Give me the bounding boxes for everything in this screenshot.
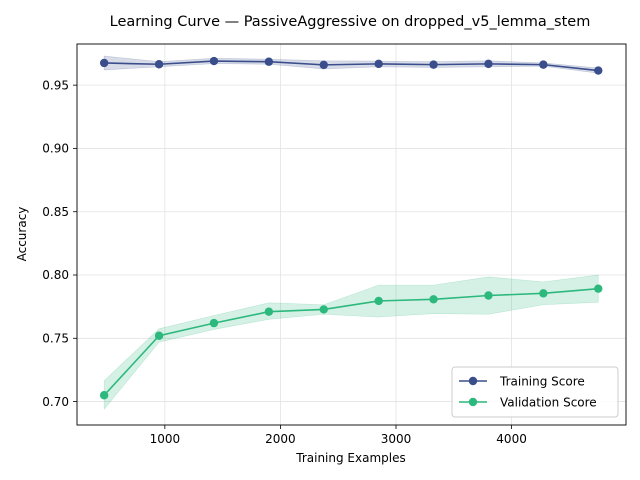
validation-score-line (103, 287, 599, 396)
series-lines (103, 60, 599, 396)
y-axis-ticks: 0.70 0.75 0.80 0.85 0.90 0.95 (42, 78, 77, 409)
grid-lines (77, 44, 626, 425)
training-score-point (374, 59, 383, 69)
confidence-bands (103, 55, 599, 411)
x-axis-label: Training Examples (295, 451, 405, 465)
y-tick-label: 0.70 (42, 395, 69, 409)
legend-label: Validation Score (500, 395, 597, 409)
validation-score-point (594, 284, 603, 293)
legend-label: Training Score (499, 374, 585, 388)
validation-score-point (429, 295, 438, 304)
legend-marker (468, 397, 478, 407)
training-score-point (594, 66, 603, 75)
x-tick-label: 2000 (265, 432, 296, 446)
training-score-point (319, 60, 328, 70)
validation-score-point (374, 296, 383, 306)
validation-score-point (319, 305, 328, 314)
y-tick-label: 0.85 (42, 205, 69, 219)
validation-score-point (99, 391, 109, 400)
validation-score-point (484, 291, 493, 300)
chart-title: Learning Curve — PassiveAggressive on dr… (110, 14, 591, 30)
x-tick-label: 4000 (496, 432, 527, 446)
validation-score-point (154, 331, 164, 340)
training-score-point (99, 58, 109, 68)
training-score-point (429, 60, 438, 69)
validation-score-point (539, 289, 548, 298)
y-tick-label: 0.95 (42, 78, 69, 92)
training-score-point (484, 59, 493, 69)
plot-frame (76, 43, 627, 426)
y-tick-label: 0.75 (42, 331, 69, 345)
legend-marker (468, 376, 478, 386)
validation-score-point (264, 307, 274, 316)
training-score-point (154, 60, 164, 69)
x-tick-label: 3000 (381, 432, 412, 446)
legend-item-training-score: Training Score (459, 374, 585, 388)
x-tick-label: 1000 (150, 432, 181, 446)
y-axis-label: Accuracy (15, 207, 29, 262)
validation-score-point (209, 318, 219, 328)
y-tick-label: 0.90 (42, 142, 69, 156)
training-score-line (104, 60, 599, 72)
y-tick-label: 0.80 (42, 268, 69, 282)
training-score-point (209, 56, 219, 66)
training-score-point (264, 57, 274, 66)
legend-item-validation-score: Validation Score (459, 395, 597, 409)
training-score-point (539, 60, 548, 69)
legend-box (451, 366, 619, 418)
x-axis-ticks: 1000 2000 3000 4000 (150, 425, 527, 446)
validation-score-band (103, 274, 599, 411)
legend: Training Score Validation Score (451, 366, 619, 418)
series-markers (99, 56, 603, 400)
